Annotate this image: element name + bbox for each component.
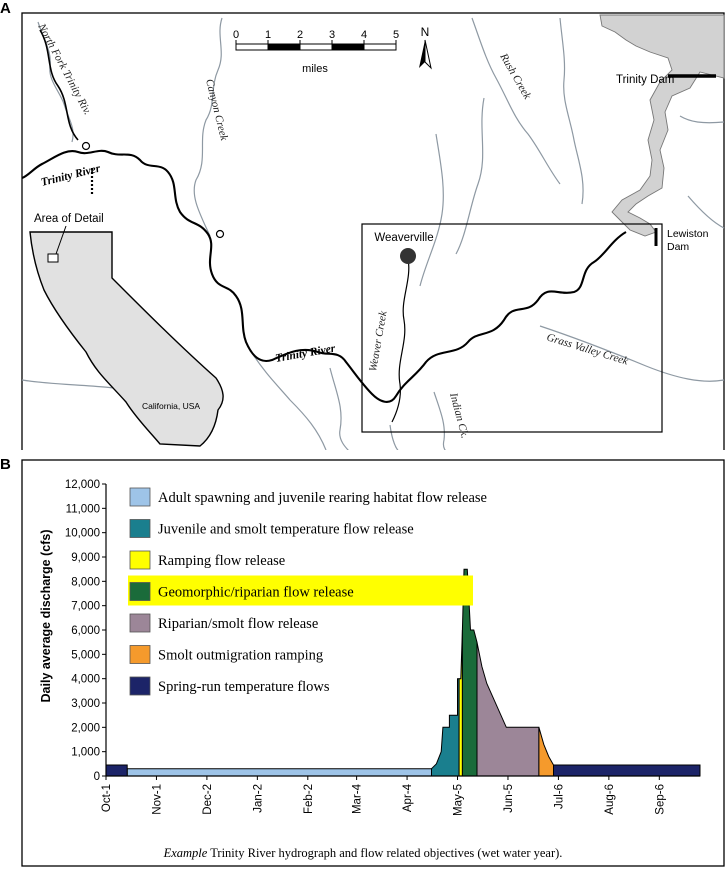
y-tick-label: 7,000 xyxy=(71,601,100,613)
legend-label-4: Riparian/smolt flow release xyxy=(158,616,318,632)
x-tick-label: Sep-6 xyxy=(654,784,666,815)
scale-tick-3: 3 xyxy=(329,29,335,41)
panel-label-a: A xyxy=(0,0,11,17)
legend-swatch-2 xyxy=(129,550,151,570)
legend-label-5: Smolt outmigration ramping xyxy=(158,648,323,664)
y-tick-label: 6,000 xyxy=(71,625,100,637)
scale-unit-label: miles xyxy=(302,63,328,75)
tributary-streams xyxy=(21,17,725,450)
series-area-6 xyxy=(553,764,701,777)
x-tick-label: Nov-1 xyxy=(151,784,163,815)
legend-highlight xyxy=(128,575,473,606)
gauge-marker-2 xyxy=(215,229,225,239)
weaverville-dot xyxy=(400,248,416,264)
legend-swatch-6 xyxy=(129,676,151,696)
legend-label-1: Juvenile and smolt temperature flow rele… xyxy=(158,522,414,538)
y-tick-label: 0 xyxy=(94,771,100,783)
x-tick-label: May-5 xyxy=(453,784,465,816)
legend-swatch-5 xyxy=(129,645,151,664)
legend-swatch-1 xyxy=(129,519,151,538)
y-tick-label: 11,000 xyxy=(66,503,100,515)
trinity-dam-label: Trinity Dam xyxy=(616,74,674,86)
figure-caption: Example Trinity River hydrograph and flo… xyxy=(0,846,726,861)
x-tick-label: Aug-6 xyxy=(604,784,616,815)
scale-tick-4: 4 xyxy=(361,29,367,41)
x-tick-label: Apr-4 xyxy=(402,783,414,812)
y-tick-label: 2,000 xyxy=(71,722,100,734)
x-tick-label: Dec-2 xyxy=(202,784,214,815)
weaver-creek xyxy=(391,257,410,423)
trinity-river xyxy=(21,149,627,403)
north-arrow-icon: N xyxy=(419,25,432,70)
scale-tick-0: 0 xyxy=(233,29,239,41)
legend-label-6: Spring-run temperature flows xyxy=(158,679,330,695)
y-tick-label: 12,000 xyxy=(65,479,100,491)
panel-label-b: B xyxy=(0,456,11,473)
lewiston-label: Lewiston xyxy=(667,228,709,240)
x-tick-label: Jul-6 xyxy=(553,784,565,809)
legend-swatch-0 xyxy=(129,487,151,507)
legend-label-2: Ramping flow release xyxy=(158,553,285,569)
x-tick-label: Feb-2 xyxy=(303,784,315,814)
weaverville-label: Weaverville xyxy=(374,232,433,244)
x-tick-label: Mar-4 xyxy=(352,783,364,814)
dam-label: Dam xyxy=(667,241,689,253)
north-fork-river xyxy=(39,29,79,141)
series-area-7 xyxy=(105,764,128,777)
y-tick-label: 4,000 xyxy=(71,674,100,686)
caption-prefix: Example xyxy=(163,846,208,860)
y-tick-label: 8,000 xyxy=(71,576,100,588)
caption-text: Trinity River hydrograph and flow relate… xyxy=(207,846,563,860)
y-tick-label: 3,000 xyxy=(71,698,100,710)
scale-tick-1: 1 xyxy=(265,29,271,41)
scale-tick-5: 5 xyxy=(393,29,399,41)
legend-swatch-4 xyxy=(129,613,151,633)
y-tick-label: 1,000 xyxy=(71,747,100,759)
legend-swatch-3 xyxy=(129,582,151,601)
y-tick-label: 9,000 xyxy=(71,552,100,564)
svg-text:N: N xyxy=(421,25,430,39)
series-area-0 xyxy=(126,768,432,777)
legend-label-3: Geomorphic/riparian flow release xyxy=(158,585,354,601)
california-inset xyxy=(29,225,224,447)
california-label: California, USA xyxy=(142,401,200,411)
x-tick-label: Oct-1 xyxy=(101,784,113,812)
legend-label-0: Adult spawning and juvenile rearing habi… xyxy=(158,490,487,506)
scale-bar xyxy=(235,43,397,51)
y-tick-label: 10,000 xyxy=(65,528,100,540)
gauge-marker xyxy=(81,141,91,151)
scale-tick-2: 2 xyxy=(297,29,303,41)
x-tick-label: Jun-5 xyxy=(503,784,515,813)
y-axis-label: Daily average discharge (cfs) xyxy=(39,530,53,703)
area-of-detail-label: Area of Detail xyxy=(34,213,104,225)
trinity-lake xyxy=(599,14,725,237)
x-tick-label: Jan-2 xyxy=(252,784,264,813)
y-tick-label: 5,000 xyxy=(71,649,100,661)
detail-box xyxy=(361,223,663,433)
